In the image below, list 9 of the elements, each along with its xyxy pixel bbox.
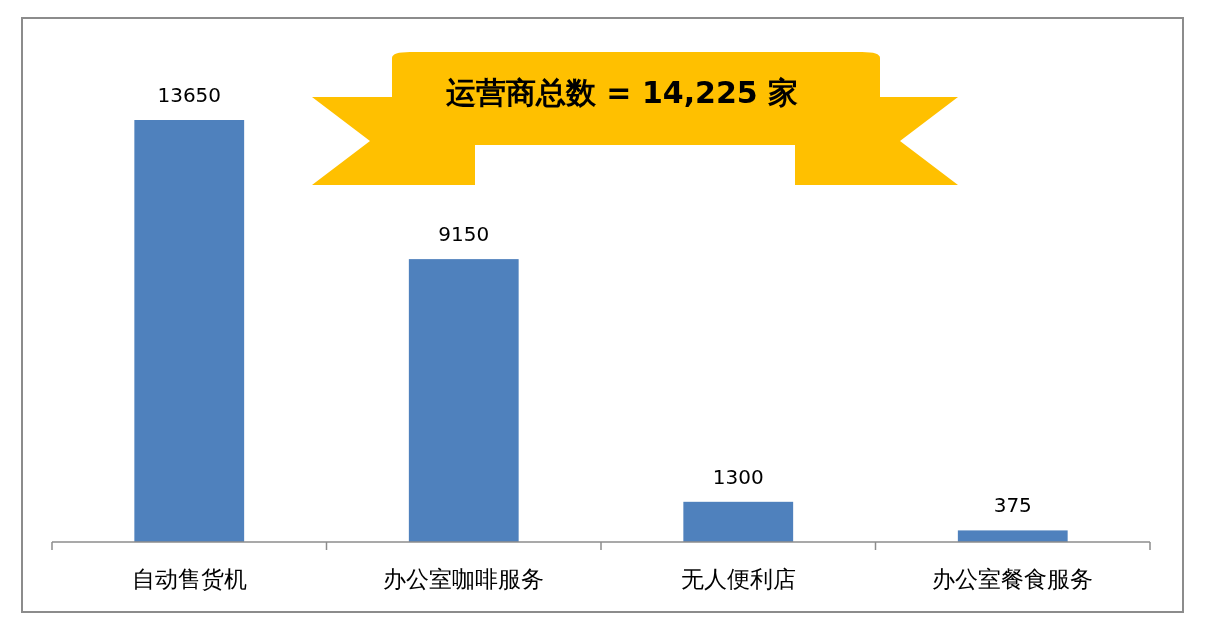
x-tick-label: 自动售货机	[131, 566, 247, 592]
data-label: 1300	[712, 464, 764, 489]
data-label: 13650	[157, 83, 222, 107]
x-tick-label: 办公室餐食服务	[932, 566, 1094, 592]
data-label: 9150	[438, 222, 490, 247]
text: 运营商总数 = 14,225 家	[444, 75, 799, 110]
data-label: 375	[993, 493, 1032, 518]
x-tick-label: 无人便利店	[680, 566, 796, 592]
x-tick-label: 办公室咖啡服务	[383, 566, 545, 592]
